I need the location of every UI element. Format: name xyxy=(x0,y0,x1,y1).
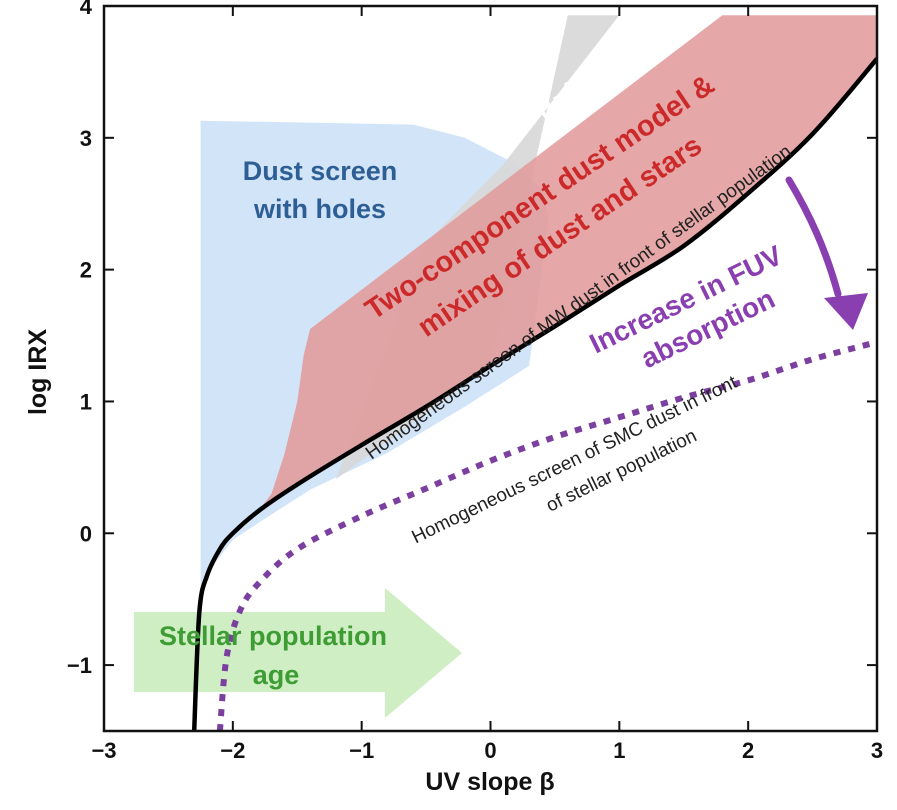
mw-dust-curve xyxy=(191,57,877,731)
dust-screen-label-line2: with holes xyxy=(253,194,386,224)
y-tick-label: 3 xyxy=(80,126,92,151)
y-tick-label: 1 xyxy=(80,389,92,414)
y-axis-title: log IRX xyxy=(24,329,52,415)
region-two-component-dust-model-mixing-of-dust-and-stars xyxy=(258,15,877,511)
x-tick-label: 3 xyxy=(871,738,883,763)
y-tick-label: 4 xyxy=(80,0,93,19)
stellar-population-label-line2: age xyxy=(253,660,300,690)
x-tick-label: 1 xyxy=(613,738,625,763)
stellar-population-age-arrow xyxy=(134,588,462,718)
smc-dust-curve xyxy=(216,339,877,731)
x-tick-label: −2 xyxy=(220,738,245,763)
x-axis-title: UV slope β xyxy=(425,768,554,796)
fuv-absorption-arrow xyxy=(785,176,868,330)
x-tick-label: −1 xyxy=(349,738,374,763)
y-tick-label: −1 xyxy=(67,653,92,678)
dust-screen-label-line1: Dust screen xyxy=(243,156,398,186)
x-tick-label: 2 xyxy=(742,738,754,763)
x-tick-label: −3 xyxy=(91,738,116,763)
y-tick-label: 2 xyxy=(80,258,92,283)
x-tick-label: 0 xyxy=(484,738,496,763)
stellar-population-label-line1: Stellar population xyxy=(159,621,387,651)
y-tick-label: 0 xyxy=(80,521,92,546)
